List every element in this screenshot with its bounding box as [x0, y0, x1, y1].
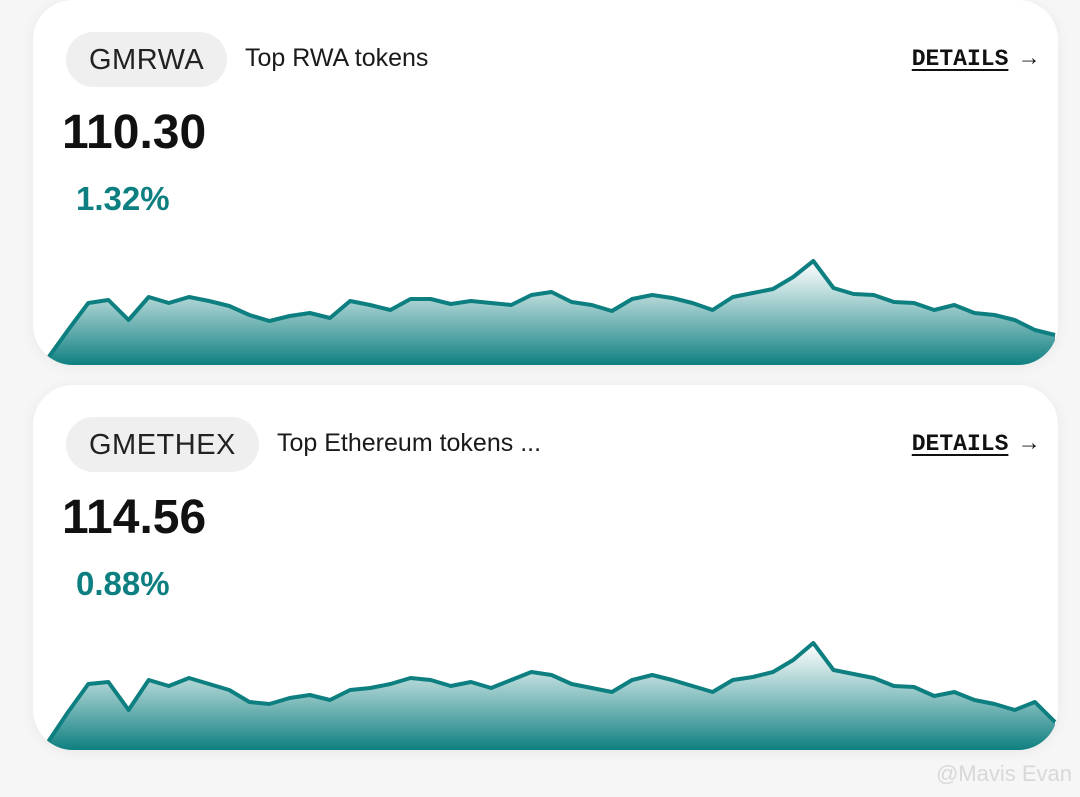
ticker: GMETHEX	[66, 417, 259, 472]
price: 110.30	[62, 106, 207, 159]
index-card: GMRWA Top RWA tokens 110.30 1.32% DETAILS →	[33, 0, 1058, 365]
index-card: GMETHEX Top Ethereum tokens ... 114.56 0.88…	[33, 385, 1058, 750]
sparkline	[46, 641, 1057, 750]
sparkline-line	[46, 259, 1056, 360]
change: 0.88%	[76, 565, 170, 602]
details-link[interactable]: DETAILS →	[912, 431, 1036, 457]
description: Top Ethereum tokens ...	[277, 429, 542, 457]
ticker: GMRWA	[66, 32, 228, 87]
watermark: @Mavis Evan	[935, 761, 1072, 786]
sparkline-area	[48, 261, 1055, 365]
description: Top RWA tokens	[245, 44, 429, 72]
sparkline	[46, 259, 1056, 365]
details-link[interactable]: DETAILS →	[912, 46, 1036, 72]
arrow: →	[1022, 46, 1036, 72]
sparkline-line	[46, 641, 1057, 744]
arrow: →	[1022, 431, 1036, 457]
details-text[interactable]: DETAILS	[911, 431, 1009, 457]
change: 1.32%	[76, 180, 170, 217]
sparkline-area	[48, 643, 1055, 750]
details-text[interactable]: DETAILS	[911, 46, 1009, 72]
price: 114.56	[62, 491, 207, 544]
